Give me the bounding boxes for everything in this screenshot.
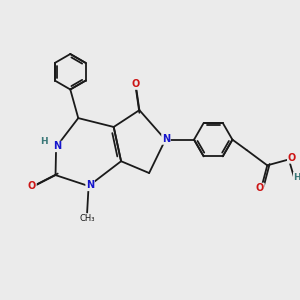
Text: CH₃: CH₃ (80, 214, 95, 223)
Text: H: H (294, 173, 300, 182)
Text: H: H (40, 137, 47, 146)
Text: O: O (288, 153, 296, 163)
Text: N: N (162, 134, 170, 144)
Text: N: N (53, 142, 62, 152)
Text: N: N (86, 180, 94, 190)
Text: O: O (131, 79, 140, 89)
Text: O: O (256, 183, 264, 194)
Text: O: O (28, 181, 36, 191)
